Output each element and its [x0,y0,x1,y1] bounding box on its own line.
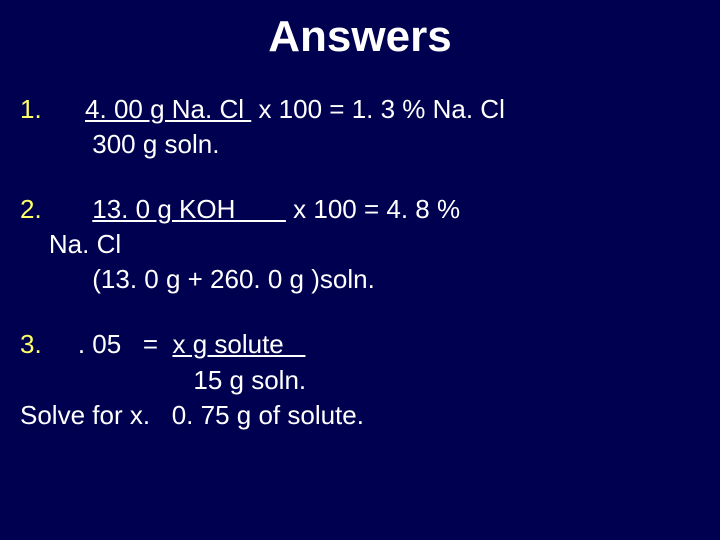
page-title: Answers [0,12,720,62]
fraction-denominator: 300 g soln. [92,129,219,159]
fraction-numerator: 4. 00 g Na. Cl [85,94,251,124]
answer-item: 1. 4. 00 g Na. Cl x 100 = 1. 3 % Na. Cl … [20,92,720,162]
item-number: 3. [20,329,42,359]
unit-text: Na. Cl [49,229,121,259]
answer-item: 3. . 05 = x g solute 15 g soln. Solve fo… [20,327,720,432]
fraction-denominator: (13. 0 g + 260. 0 g )soln. [92,264,375,294]
answers-content: 1. 4. 00 g Na. Cl x 100 = 1. 3 % Na. Cl … [0,92,720,433]
equation-text: x 100 = 1. 3 % Na. Cl [251,94,505,124]
equation-left: . 05 = [78,329,173,359]
fraction-numerator: x g solute [172,329,305,359]
indent-text [42,194,93,224]
item-number: 1. [20,94,42,124]
equation-text: x 100 = 4. 8 % [286,194,460,224]
answer-item: 2. 13. 0 g KOH x 100 = 4. 8 % Na. Cl (13… [20,192,720,297]
fraction-numerator: 13. 0 g KOH [92,194,286,224]
fraction-denominator: 15 g soln. [193,365,306,395]
solution-text: Solve for x. 0. 75 g of solute. [20,400,364,430]
item-number: 2. [20,194,42,224]
